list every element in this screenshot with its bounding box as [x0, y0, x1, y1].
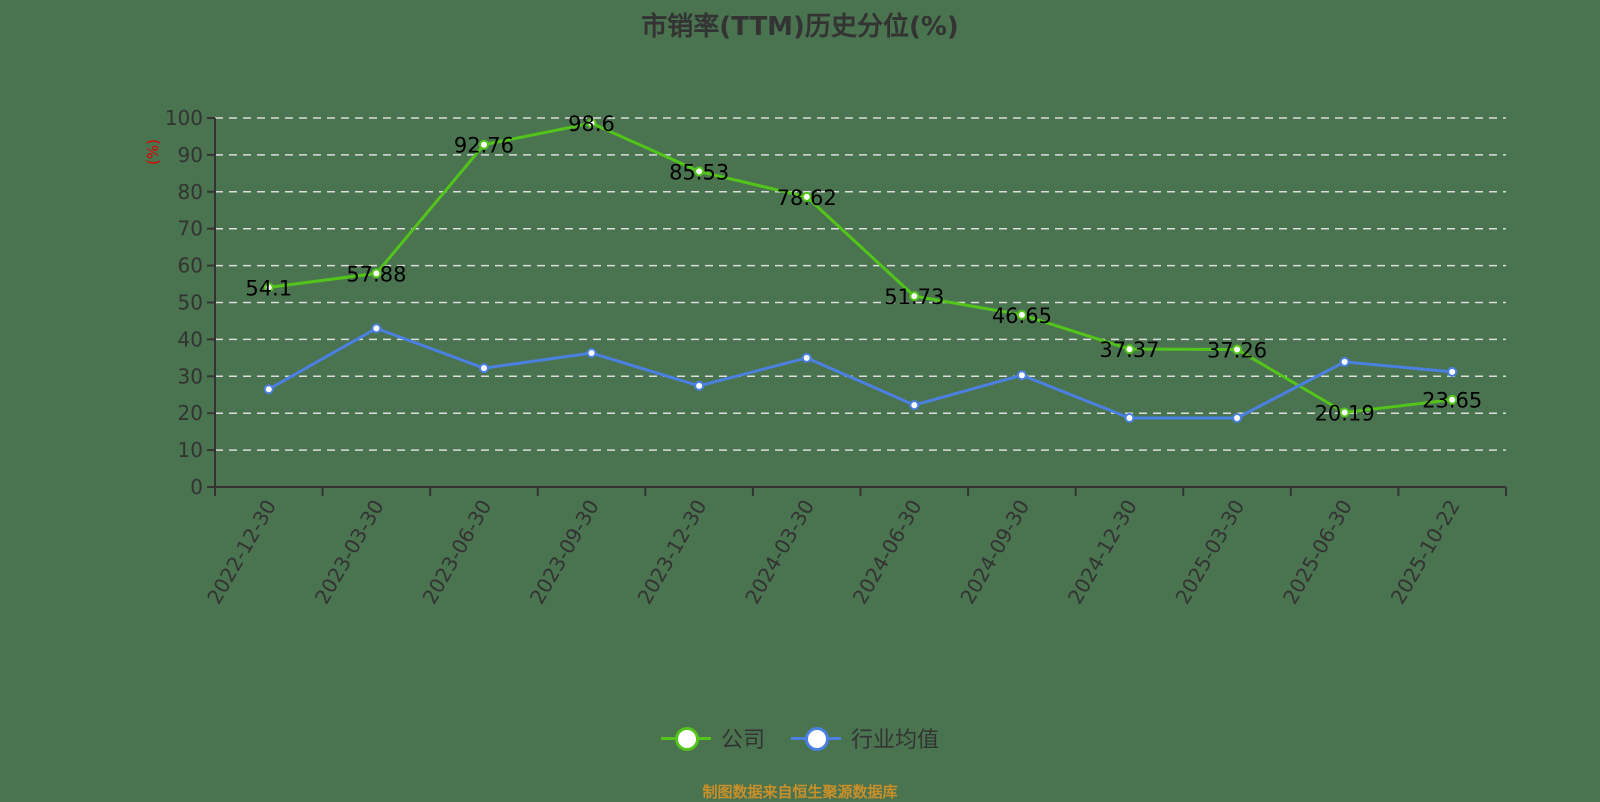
data-label: 46.65	[992, 304, 1052, 328]
data-source-note: 制图数据来自恒生聚源数据库	[702, 783, 898, 801]
data-point[interactable]	[1016, 309, 1027, 320]
series-line	[268, 326, 1453, 420]
data-label: 51.73	[884, 285, 944, 309]
x-tick-label: 2023-09-30	[525, 496, 604, 609]
legend-label: 行业均值	[851, 728, 940, 753]
data-point[interactable]	[909, 291, 920, 302]
y-tick-label: 90	[178, 143, 203, 167]
data-point[interactable]	[801, 352, 812, 363]
data-point[interactable]	[694, 166, 705, 177]
data-point[interactable]	[586, 348, 597, 359]
x-tick-label: 2022-12-30	[202, 496, 281, 609]
x-tick-label: 2024-09-30	[955, 496, 1034, 609]
y-tick-label: 70	[178, 217, 203, 241]
data-point[interactable]	[1447, 394, 1458, 405]
data-point[interactable]	[1016, 370, 1027, 381]
data-label: 92.76	[454, 134, 514, 158]
y-tick-label: 10	[178, 438, 203, 462]
data-point[interactable]	[371, 268, 382, 279]
x-tick-label: 2024-06-30	[848, 496, 927, 609]
data-point[interactable]	[1232, 344, 1243, 355]
data-label: 37.26	[1207, 339, 1267, 363]
data-point[interactable]	[1339, 356, 1350, 367]
data-point[interactable]	[263, 384, 274, 395]
data-label: 23.65	[1422, 389, 1482, 413]
x-tick-label: 2023-12-30	[633, 496, 712, 609]
x-tick-label: 2025-06-30	[1278, 496, 1357, 609]
y-tick-label: 40	[178, 327, 203, 351]
data-point[interactable]	[478, 139, 489, 150]
y-tick-label: 0	[190, 475, 203, 499]
data-point[interactable]	[1339, 407, 1350, 418]
data-point[interactable]	[909, 400, 920, 411]
legend-item-company[interactable]: 公司	[660, 722, 765, 754]
data-label: 85.53	[669, 160, 729, 184]
x-tick-label: 2024-03-30	[740, 496, 819, 609]
x-tick-label: 2025-10-22	[1386, 496, 1465, 609]
x-tick-label: 2024-12-30	[1063, 496, 1142, 609]
y-tick-label: 60	[178, 254, 203, 278]
data-label: 37.37	[1099, 338, 1159, 362]
data-point[interactable]	[1232, 412, 1243, 423]
data-point[interactable]	[478, 363, 489, 374]
data-label: 20.19	[1315, 401, 1375, 425]
chart-title: 市销率(TTM)历史分位(%)	[641, 12, 959, 42]
data-point[interactable]	[1124, 344, 1135, 355]
x-tick-label: 2023-06-30	[417, 496, 496, 609]
y-tick-label: 80	[178, 180, 203, 204]
legend-line-marker-icon	[791, 726, 841, 751]
x-tick-label: 2023-03-30	[310, 496, 389, 609]
legend-label: 公司	[720, 728, 765, 753]
data-point[interactable]	[694, 380, 705, 391]
y-tick-label: 20	[178, 401, 203, 425]
data-label: 57.88	[346, 262, 406, 286]
y-tick-label: 100	[165, 106, 203, 130]
data-point[interactable]	[1124, 412, 1135, 423]
data-point[interactable]	[1447, 366, 1458, 377]
data-label: 98.6	[568, 112, 615, 136]
data-point[interactable]	[801, 191, 812, 202]
data-point[interactable]	[586, 118, 597, 129]
legend-line-marker-icon	[660, 726, 711, 751]
y-tick-label: 30	[178, 364, 203, 388]
legend: 公司 行业均值	[0, 722, 1600, 754]
data-label: 78.62	[777, 186, 837, 210]
data-point[interactable]	[263, 282, 274, 293]
data-label: 54.1	[245, 276, 292, 300]
series-line	[268, 121, 1453, 415]
data-point[interactable]	[371, 323, 382, 334]
legend-item-industry-average[interactable]: 行业均值	[791, 722, 939, 754]
y-axis-label: (%)	[144, 139, 162, 165]
y-tick-label: 50	[178, 291, 203, 315]
x-tick-label: 2025-03-30	[1170, 496, 1249, 609]
